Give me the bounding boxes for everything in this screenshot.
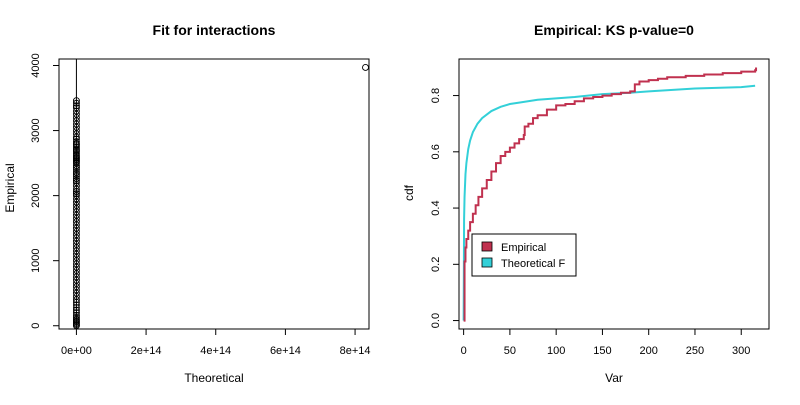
y-tick-label: 0.8 bbox=[430, 88, 442, 103]
legend-swatch-empirical bbox=[482, 242, 492, 251]
y-tick-label: 0.0 bbox=[430, 313, 442, 328]
x-tick-label: 150 bbox=[593, 345, 611, 357]
x-tick-label: 4e+14 bbox=[200, 345, 231, 357]
y-tick-label: 2000 bbox=[30, 183, 42, 207]
legend-label-empirical: Empirical bbox=[501, 242, 546, 254]
y-tick-label: 3000 bbox=[30, 118, 42, 142]
x-tick-label: 200 bbox=[640, 345, 658, 357]
x-tick-label: 0e+00 bbox=[61, 345, 92, 357]
chart-title: Fit for interactions bbox=[153, 22, 276, 38]
y-tick-label: 4000 bbox=[30, 53, 42, 77]
chart-title: Empirical: KS p-value=0 bbox=[534, 22, 694, 38]
y-tick-label: 0 bbox=[30, 323, 42, 329]
plot-frame bbox=[459, 59, 769, 329]
series-line-theoretical bbox=[464, 86, 755, 321]
y-axis: 0.0 0.2 0.4 0.6 0.8 bbox=[430, 88, 459, 328]
y-tick-label: 0.6 bbox=[430, 144, 442, 159]
x-tick-label: 8e+14 bbox=[340, 345, 371, 357]
cdf-panel: Empirical: KS p-value=0 Var cdf 0 50 100 15… bbox=[402, 22, 769, 385]
legend: Empirical Theoretical F bbox=[472, 234, 576, 276]
y-tick-label: 0.2 bbox=[430, 257, 442, 272]
x-axis-title: Var bbox=[605, 371, 623, 385]
y-tick-label: 1000 bbox=[30, 248, 42, 272]
series-layer bbox=[464, 67, 756, 320]
y-tick-label: 0.4 bbox=[430, 200, 442, 215]
y-axis-title: cdf bbox=[402, 184, 416, 201]
x-tick-label: 50 bbox=[504, 345, 516, 357]
x-tick-label: 300 bbox=[732, 345, 750, 357]
x-tick-label: 250 bbox=[686, 345, 704, 357]
y-axis-title: Empirical bbox=[3, 163, 17, 212]
legend-label-theoretical: Theoretical F bbox=[501, 258, 565, 270]
x-tick-label: 100 bbox=[547, 345, 565, 357]
points-layer bbox=[73, 64, 368, 328]
x-axis-title: Theoretical bbox=[184, 371, 243, 385]
qq-panel: Fit for interactions Theoretical Empiric… bbox=[3, 22, 371, 385]
x-tick-label: 0 bbox=[461, 345, 467, 357]
x-axis: 0e+00 2e+14 4e+14 6e+14 8e+14 bbox=[61, 329, 371, 357]
x-axis: 0 50 100 150 200 250 300 bbox=[461, 329, 751, 357]
x-tick-label: 6e+14 bbox=[270, 345, 301, 357]
legend-swatch-theoretical bbox=[482, 258, 492, 267]
x-tick-label: 2e+14 bbox=[131, 345, 162, 357]
data-point bbox=[363, 64, 369, 70]
y-axis: 0 1000 2000 3000 4000 bbox=[30, 53, 59, 329]
plot-frame bbox=[59, 59, 369, 329]
